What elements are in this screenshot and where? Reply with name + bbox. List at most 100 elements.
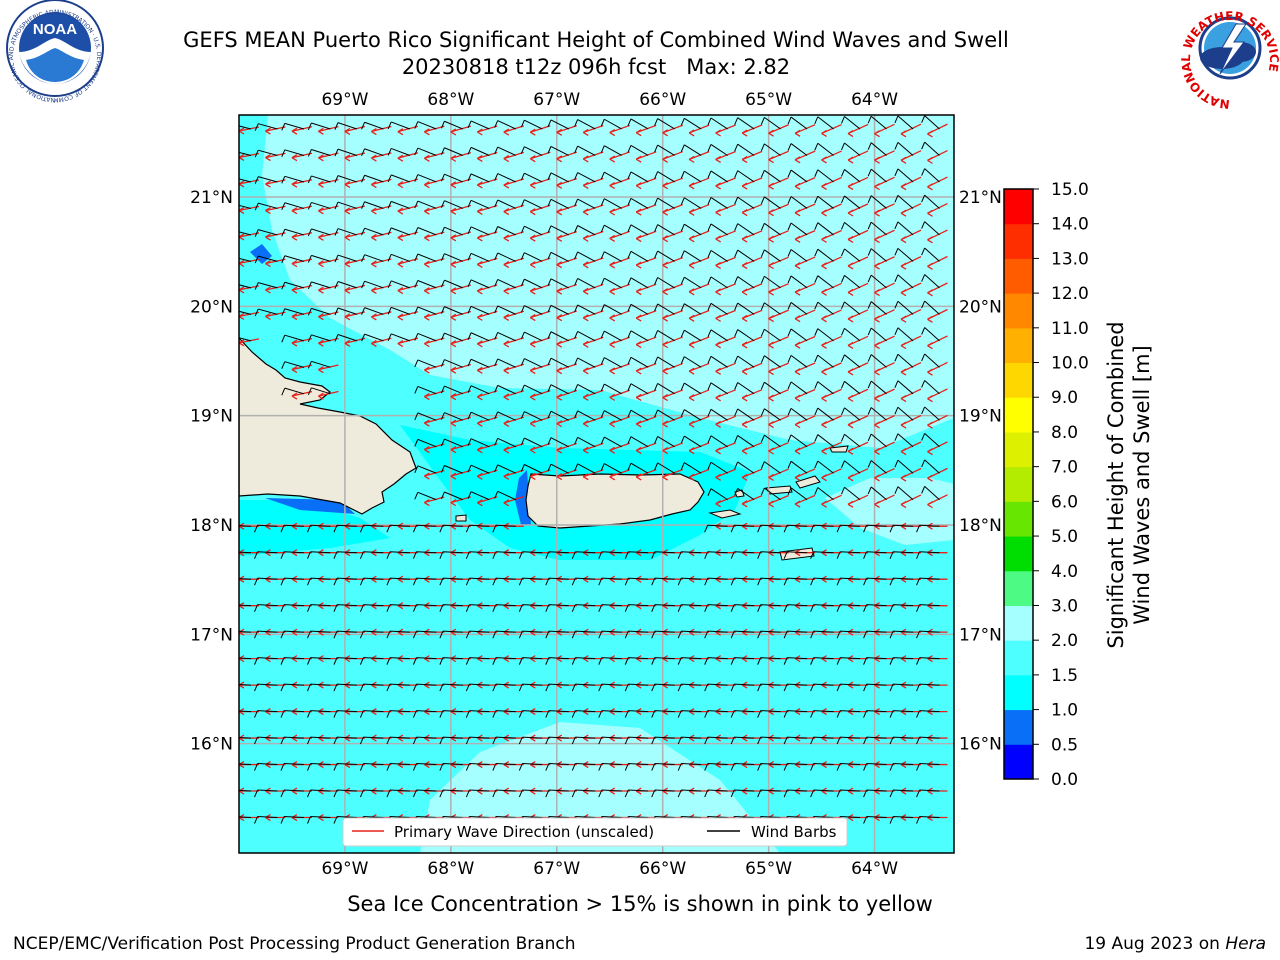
wind-barb xyxy=(790,460,808,474)
wave-arrow xyxy=(291,337,313,344)
colorbar-bin xyxy=(1004,258,1033,294)
wind-barb xyxy=(575,604,596,607)
wave-arrow xyxy=(397,337,419,345)
wind-barb xyxy=(657,250,675,262)
wave-arrow xyxy=(424,416,445,424)
wind-barb xyxy=(311,254,331,262)
wind-barb xyxy=(577,463,596,474)
wind-barb xyxy=(787,816,808,819)
wind-barb xyxy=(681,789,702,792)
wind-barb xyxy=(495,789,516,792)
chart-title-line1: GEFS MEAN Puerto Rico Significant Height… xyxy=(183,28,1009,52)
wind-barb xyxy=(760,604,781,607)
wind-barb xyxy=(707,657,728,660)
wind-barb xyxy=(737,408,755,421)
wave-arrow xyxy=(530,363,551,372)
wind-barb xyxy=(630,303,649,315)
wind-barb xyxy=(550,304,570,315)
wind-barb xyxy=(310,577,331,580)
colorbar-tick-label: 0.5 xyxy=(1051,735,1078,755)
wind-barb xyxy=(734,816,755,819)
wind-barb xyxy=(524,331,543,342)
wind-barb xyxy=(389,789,410,792)
footer-producer: NCEP/EMC/Verification Post Processing Pr… xyxy=(13,934,576,954)
wind-barb xyxy=(548,551,569,554)
lon-label-bottom: 69°W xyxy=(321,859,368,879)
wind-barb xyxy=(790,434,808,448)
wind-barb xyxy=(417,174,437,183)
wave-arrow xyxy=(450,390,472,398)
wind-barb xyxy=(657,330,675,342)
wind-barb xyxy=(444,306,464,315)
wind-barb xyxy=(337,148,358,156)
lon-label-bottom: 66°W xyxy=(639,859,686,879)
wind-barb xyxy=(417,332,437,342)
wind-barb xyxy=(840,763,861,766)
wind-barb xyxy=(737,302,755,315)
wave-arrow xyxy=(265,285,286,291)
wind-barb xyxy=(628,763,649,766)
wind-barb xyxy=(470,173,490,183)
wave-arrow xyxy=(371,311,392,318)
wind-barb xyxy=(604,463,622,474)
wind-barb xyxy=(707,524,728,527)
wind-barb xyxy=(444,173,464,183)
wind-barb xyxy=(391,280,411,289)
wind-barb xyxy=(548,816,569,819)
wind-barb xyxy=(284,122,305,130)
wave-arrow xyxy=(530,416,551,425)
wind-barb xyxy=(870,354,887,368)
wind-barb xyxy=(760,524,781,527)
wind-barb xyxy=(336,763,357,766)
lon-label-top: 65°W xyxy=(745,90,792,110)
wind-barb xyxy=(707,763,728,766)
wind-barb xyxy=(550,198,570,209)
wind-barb xyxy=(495,577,516,580)
wave-arrow xyxy=(291,232,313,238)
wave-arrow xyxy=(265,179,286,185)
wind-barb xyxy=(919,524,940,527)
wave-arrow xyxy=(503,443,525,451)
wind-barb xyxy=(707,683,728,686)
wave-arrow xyxy=(424,125,445,133)
wind-barb xyxy=(628,657,649,660)
wind-barb xyxy=(840,657,861,660)
wave-arrow xyxy=(609,204,630,213)
wind-barb xyxy=(684,329,702,342)
colorbar-bin xyxy=(1004,397,1033,433)
wind-barb xyxy=(787,763,808,766)
wind-barb xyxy=(257,710,278,713)
wind-barb xyxy=(844,222,861,236)
wind-barb xyxy=(283,789,304,792)
wind-barb xyxy=(336,577,357,580)
wind-barb xyxy=(311,201,331,209)
wind-barb xyxy=(548,657,569,660)
wind-barb xyxy=(601,630,622,633)
wind-barb xyxy=(654,736,675,739)
wave-arrow xyxy=(635,124,657,134)
wave-arrow xyxy=(424,469,445,477)
wind-barb xyxy=(417,200,437,209)
wind-barb xyxy=(630,250,649,262)
wind-barb xyxy=(524,225,543,236)
wave-arrow xyxy=(583,283,604,292)
wind-barb xyxy=(790,196,808,209)
wind-barb xyxy=(470,252,490,262)
wave-arrow xyxy=(344,337,366,344)
wind-barb xyxy=(866,683,887,686)
wind-barb xyxy=(577,304,596,315)
wind-barb xyxy=(604,304,622,315)
wind-barb xyxy=(239,763,252,766)
wind-barb xyxy=(497,358,517,368)
wind-barb xyxy=(737,117,755,130)
wind-barb xyxy=(444,412,464,421)
wind-barb xyxy=(416,524,437,527)
wind-barb xyxy=(813,710,834,713)
wave-arrow xyxy=(583,442,604,451)
wave-arrow xyxy=(344,284,366,291)
wave-arrow xyxy=(318,126,339,132)
wind-barb xyxy=(844,169,861,183)
wind-barb xyxy=(710,276,728,289)
wind-barb xyxy=(893,657,914,660)
wind-barb xyxy=(444,332,464,342)
